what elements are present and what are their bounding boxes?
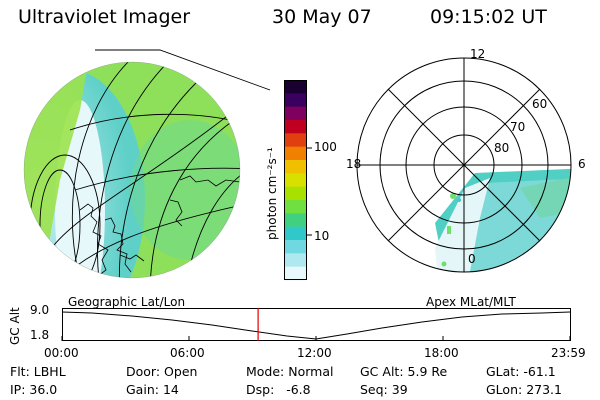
timeline-ytick-bottom: 1.8 <box>30 328 50 342</box>
timeline-xtick-0000: 00:00 <box>44 346 79 360</box>
mlt-label-12: 12 <box>470 47 486 61</box>
date-label: 30 May 07 <box>272 6 372 28</box>
status-mode: Mode: Normal <box>246 364 334 379</box>
instrument-title: Ultraviolet Imager <box>18 6 191 28</box>
status-flt: Flt: LBHL <box>10 364 66 379</box>
altitude-curve <box>61 311 571 340</box>
mlat-label-60: 60 <box>532 97 548 111</box>
colorbar-tick-label-100: 100 <box>314 140 337 154</box>
status-door: Door: Open <box>126 364 198 379</box>
polar-diagonal-2 <box>387 88 541 242</box>
colorbar-band <box>284 146 306 161</box>
colorbar-band <box>284 80 306 94</box>
status-gc-alt: GC Alt: 5.9 Re <box>360 364 448 379</box>
time-label: 09:15:02 UT <box>430 6 547 28</box>
altitude-timeline <box>61 308 571 341</box>
timeline-xtick-1800: 18:00 <box>424 346 459 360</box>
timeline-xtick-1200: 12:00 <box>297 346 332 360</box>
colorbar-band <box>284 213 306 228</box>
intensity-colorbar <box>284 80 312 281</box>
status-dsp: Dsp: -6.8 <box>246 382 311 397</box>
colorbar-band <box>284 226 306 241</box>
colorbar-band <box>284 240 306 254</box>
status-glon: GLon: 273.1 <box>486 382 562 397</box>
colorbar-band <box>284 106 306 121</box>
mlat-label-80: 80 <box>494 141 510 155</box>
timeline-xtick-2359: 23:59 <box>551 346 586 360</box>
colorbar-band <box>284 186 306 201</box>
timeline-xtick-0600: 06:00 <box>170 346 205 360</box>
geographic-caption: Geographic Lat/Lon <box>68 295 186 309</box>
colorbar-band <box>284 173 306 188</box>
timeline-frame <box>62 308 571 341</box>
status-gain: Gain: 14 <box>126 382 179 397</box>
mlt-label-6: 6 <box>578 157 586 171</box>
colorbar-band <box>284 133 306 148</box>
colorbar-band <box>284 160 306 174</box>
geographic-globe-image <box>23 49 271 279</box>
apex-polar-plot <box>356 57 572 273</box>
colorbar-band <box>284 93 306 108</box>
mlt-label-0: 0 <box>468 252 476 266</box>
apex-caption: Apex MLat/MLT <box>426 295 516 309</box>
colorbar-band <box>284 120 306 134</box>
colorbar-band <box>284 253 306 268</box>
mlt-label-18: 18 <box>346 157 362 171</box>
status-glat: GLat: -61.1 <box>486 364 556 379</box>
colorbar-tick-label-10: 10 <box>314 229 330 243</box>
status-ip: IP: 36.0 <box>10 382 58 397</box>
timeline-ytick-top: 9.0 <box>30 303 50 317</box>
status-seq: Seq: 39 <box>360 382 408 397</box>
timeline-axis-label: GC Alt <box>8 307 22 345</box>
colorbar-units-label: photon cm⁻²s⁻¹ <box>265 147 279 240</box>
colorbar-band <box>284 200 306 214</box>
colorbar-band <box>284 266 306 281</box>
mlat-label-70: 70 <box>510 120 526 134</box>
